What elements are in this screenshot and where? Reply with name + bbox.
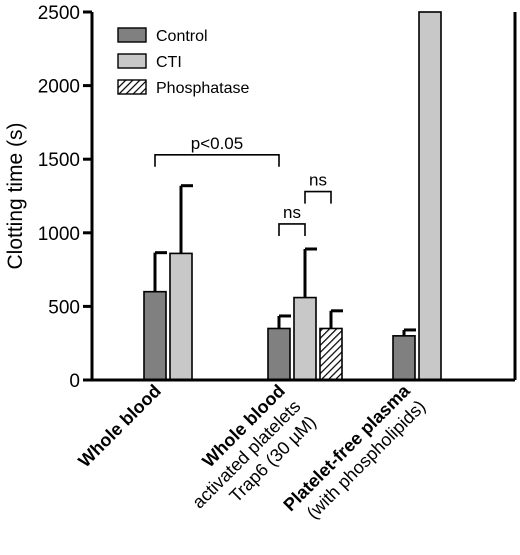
bar-0-2	[392, 335, 416, 381]
significance-bracket-1	[278, 223, 306, 236]
legend-label-0: Control	[156, 28, 208, 45]
bar-1-1	[293, 296, 317, 381]
y-tick-label-5: 2500	[38, 3, 80, 24]
x-tick-label-2: Platelet-free plasma	[279, 380, 414, 515]
bar-0-0	[143, 290, 167, 381]
legend-swatch-1	[117, 53, 147, 69]
y-axis-label: Clotting time (s)	[4, 122, 27, 269]
y-tick-label-3: 1500	[38, 150, 80, 171]
significance-bracket-2	[304, 190, 332, 204]
significance-bracket-0	[154, 153, 280, 167]
legend-swatch-0	[117, 27, 147, 43]
y-tick-label-0: 0	[69, 371, 80, 392]
y-tick-label-1: 500	[48, 297, 80, 318]
x-tick-label-group-2: Platelet-free plasma(with phospholipids)	[279, 380, 429, 523]
legend-label-1: CTI	[156, 54, 182, 71]
y-tick-label-4: 2000	[38, 77, 80, 98]
significance-label-2: ns	[309, 171, 327, 190]
bar-1-2	[418, 11, 442, 381]
legend-label-2: Phosphatase	[156, 80, 250, 97]
legend-swatch-2	[117, 79, 147, 95]
significance-label-1: ns	[283, 203, 301, 222]
y-tick-label-2: 1000	[38, 224, 80, 245]
bar-1-0	[169, 252, 193, 381]
x-tick-label-group-0: Whole blood	[74, 381, 164, 471]
x-tick-label-0: Whole blood	[74, 381, 164, 471]
bar-2-1	[319, 327, 343, 381]
significance-label-0: p<0.05	[191, 134, 243, 153]
bar-0-1	[267, 327, 291, 381]
